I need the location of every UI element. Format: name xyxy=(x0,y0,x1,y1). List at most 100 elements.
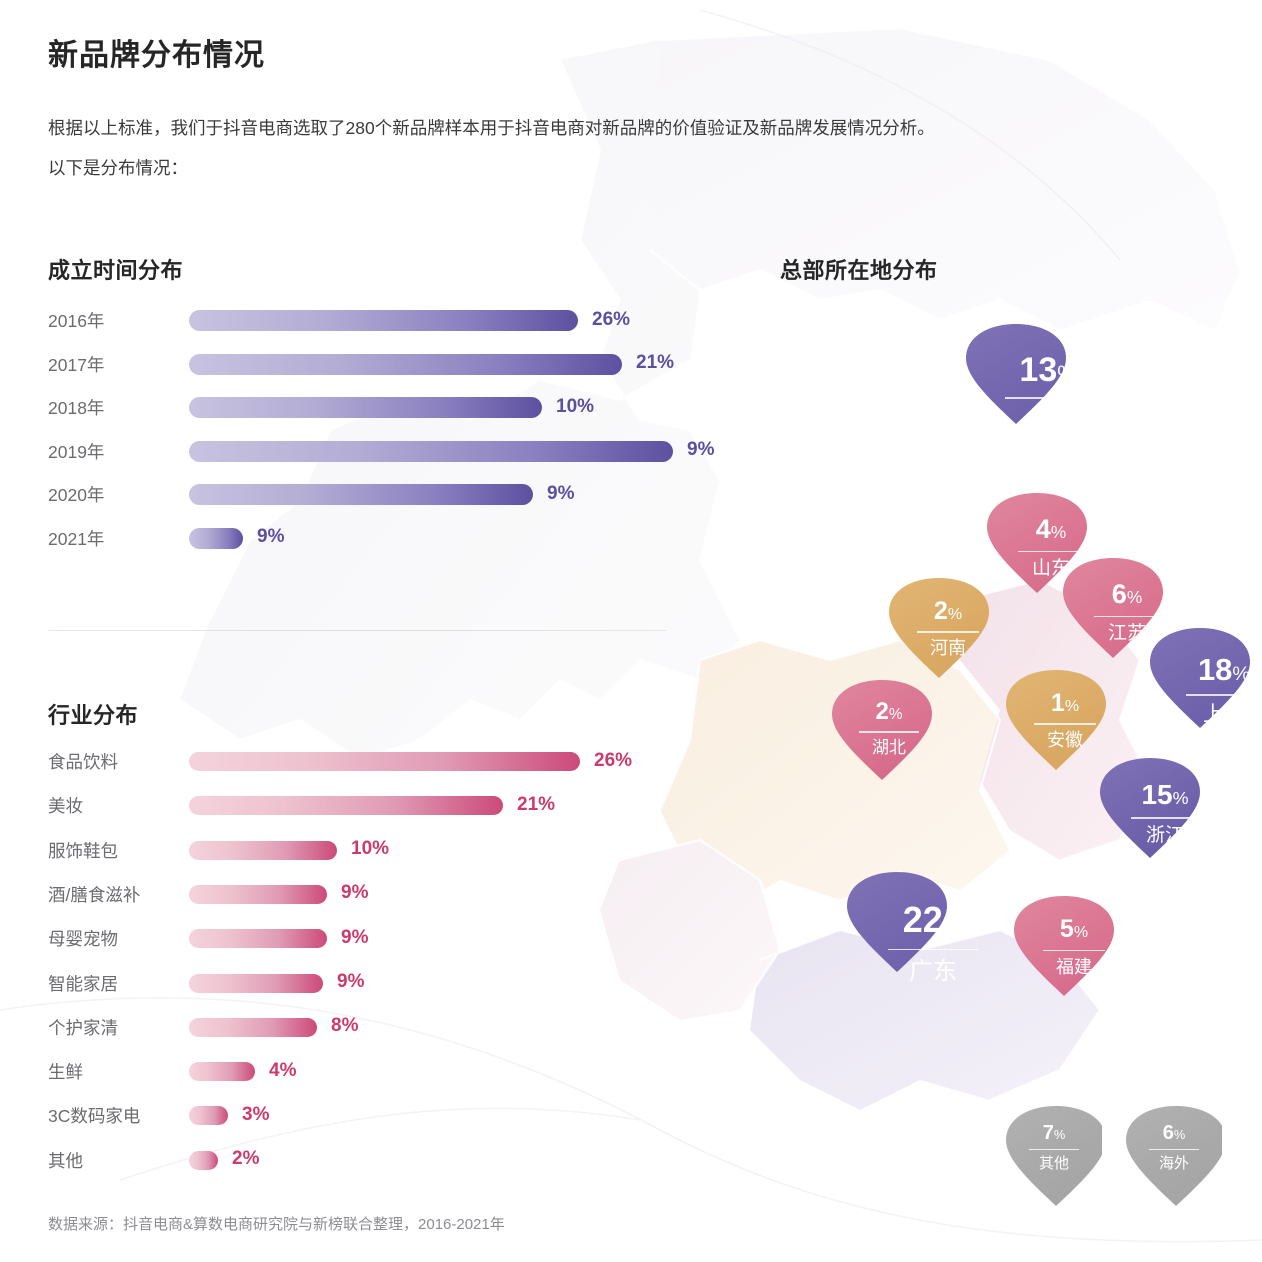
bar-track xyxy=(189,752,580,771)
map-pin-region-name: 江苏 xyxy=(1107,623,1146,645)
bar-category-label: 美妆 xyxy=(48,796,83,817)
bar xyxy=(189,840,337,860)
bar-chart-row: 2018年 10% xyxy=(0,395,700,441)
bar-chart-row: 2019年 9% xyxy=(0,439,714,485)
map-pin-divider xyxy=(1185,694,1262,696)
bar-category-label: 2020年 xyxy=(48,485,105,505)
map-pin-percent-symbol: % xyxy=(947,605,963,623)
map-pin-北京[interactable]: 13% 北京 xyxy=(966,324,1130,510)
bar-chart-row: 服饰鞋包 10% xyxy=(0,838,700,885)
bar xyxy=(189,527,243,549)
map-pin-浙江[interactable]: 15% 浙江 xyxy=(1100,758,1230,906)
bar-category-label: 个护家清 xyxy=(48,1017,118,1038)
bar xyxy=(189,353,622,375)
map-pin-福建[interactable]: 5% 福建 xyxy=(1014,896,1134,1032)
bar-chart-row: 2021年 9% xyxy=(0,526,700,572)
map-pin-percentage: 22% xyxy=(903,902,964,938)
bar-chart-row: 食品饮料 26% xyxy=(0,750,700,796)
bar-category-label: 食品饮料 xyxy=(48,752,118,772)
map-pin-percentage: 6% xyxy=(1112,580,1143,608)
map-pin-湖北[interactable]: 2% 湖北 xyxy=(832,680,946,810)
bar-track xyxy=(189,1017,317,1037)
map-pin-percent-symbol: % xyxy=(888,706,903,724)
bar-chart-row: 其他 2% xyxy=(0,1148,700,1195)
bar-track xyxy=(189,440,673,462)
bar-chart-row: 2016年 26% xyxy=(0,308,700,354)
bar-chart-row: 母婴宠物 9% xyxy=(0,927,700,973)
bar-track xyxy=(189,1106,228,1126)
bar xyxy=(189,973,323,993)
map-pin-divider xyxy=(1149,1148,1199,1151)
map-pin-percentage-number: 18 xyxy=(1197,652,1233,688)
bar-chart-row: 美妆 21% xyxy=(0,794,700,840)
map-pin-percentage-number: 5 xyxy=(1059,915,1074,944)
map-pin-percentage-number: 7 xyxy=(1042,1121,1054,1144)
map-pin-divider xyxy=(1029,1148,1079,1151)
section-title-headquarters-location: 总部所在地分布 xyxy=(780,258,938,283)
map-pin-divider xyxy=(859,731,919,733)
map-pin-region-name: 河南 xyxy=(930,638,966,659)
bar xyxy=(189,1106,228,1126)
bar-value-label: 21% xyxy=(636,352,675,373)
bar-track xyxy=(189,397,542,418)
map-pin-percentage-number: 4 xyxy=(1035,513,1051,544)
map-pin-region-name: 湖北 xyxy=(872,738,906,758)
bar xyxy=(189,397,542,418)
map-pin-percentage: 13% xyxy=(1019,353,1076,387)
map-pin-其他[interactable]: 7% 其他 xyxy=(1006,1106,1102,1214)
map-pin-divider xyxy=(1005,397,1091,399)
bar-value-label: 26% xyxy=(592,308,631,330)
bar-category-label: 2017年 xyxy=(48,354,105,375)
bar xyxy=(189,752,580,771)
bar-chart-row: 个护家清 8% xyxy=(0,1015,700,1062)
map-pin-percentage: 18% xyxy=(1198,654,1250,685)
map-pin-percentage: 1% xyxy=(1051,690,1080,716)
bar-value-label: 10% xyxy=(556,395,595,417)
map-pin-region-name: 安徽 xyxy=(1047,730,1083,751)
bar-chart-row: 生鲜 4% xyxy=(0,1059,700,1106)
map-pin-percentage: 6% xyxy=(1163,1123,1186,1143)
map-pin-percentage-number: 15 xyxy=(1141,778,1173,810)
map-pin-percentage-number: 13 xyxy=(1019,350,1058,389)
map-pin-percent-symbol: % xyxy=(1064,697,1080,715)
map-pin-percent-symbol: % xyxy=(1126,586,1143,607)
map-pin-region-name: 广东 xyxy=(909,957,957,985)
bar xyxy=(189,1062,255,1082)
intro-line-2: 以下是分布情况： xyxy=(48,158,188,178)
bar-value-label: 4% xyxy=(269,1059,297,1081)
bar-track xyxy=(189,353,622,375)
map-pin-海外[interactable]: 6% 海外 xyxy=(1126,1106,1222,1214)
map-pin-content: 18% 上海 xyxy=(1150,628,1262,725)
bar-category-label: 智能家居 xyxy=(48,973,118,994)
map-pin-divider xyxy=(1034,723,1096,725)
bar-category-label: 2019年 xyxy=(48,441,105,462)
map-pin-percent-symbol: % xyxy=(1057,360,1077,386)
section-divider xyxy=(48,630,666,631)
bar-chart-row: 酒/膳食滋补 9% xyxy=(0,882,700,929)
map-pin-content: 1% 安徽 xyxy=(1006,670,1124,749)
map-pin-content: 6% 海外 xyxy=(1126,1106,1222,1171)
bar-category-label: 其他 xyxy=(48,1150,83,1171)
bar-chart-row: 智能家居 9% xyxy=(0,971,700,1018)
intro-line-1: 根据以上标准，我们于抖音电商选取了280个新品牌样本用于抖音电商对新品牌的价值验… xyxy=(48,118,935,138)
map-pin-content: 13% 北京 xyxy=(966,324,1130,431)
bar-category-label: 酒/膳食滋补 xyxy=(48,884,141,905)
bar-track xyxy=(189,929,327,949)
map-pin-divider xyxy=(917,631,979,633)
map-pin-divider xyxy=(1017,550,1085,553)
map-pin-percent-symbol: % xyxy=(942,911,964,938)
map-pin-content: 15% 浙江 xyxy=(1100,758,1230,845)
bar xyxy=(189,1017,317,1037)
bar-category-label: 2021年 xyxy=(48,528,105,549)
bar-value-label: 9% xyxy=(257,526,285,547)
bar-value-label: 2% xyxy=(232,1148,260,1170)
bar-track xyxy=(189,310,578,331)
bar-value-label: 9% xyxy=(341,882,369,904)
data-source-note: 数据来源：抖音电商&算数电商研究院与新榜联合整理，2016-2021年 xyxy=(48,1216,505,1233)
map-pin-percentage: 4% xyxy=(1035,513,1066,544)
map-pin-content: 4% 山东 xyxy=(987,493,1115,578)
map-pin-percent-symbol: % xyxy=(1073,924,1089,942)
map-pin-percentage: 5% xyxy=(1060,917,1088,942)
map-pin-percent-symbol: % xyxy=(1173,1126,1186,1142)
map-pin-广东[interactable]: 22% 广东 xyxy=(847,872,1019,1066)
